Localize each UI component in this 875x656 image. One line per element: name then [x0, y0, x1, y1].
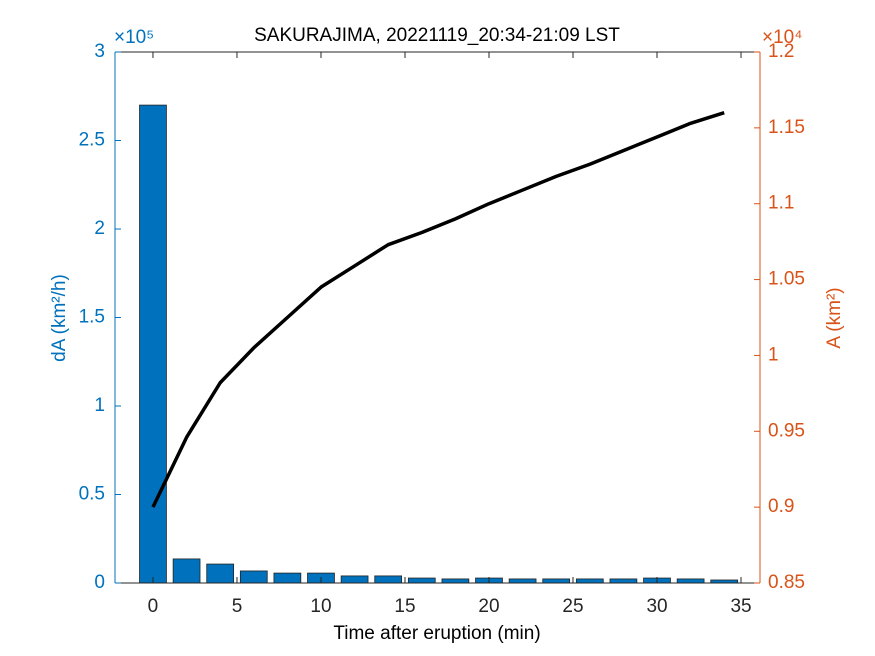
bar	[374, 575, 403, 584]
x-axis-label: Time after eruption (min)	[333, 623, 540, 644]
y-tick-label: 0	[94, 572, 105, 593]
bar	[508, 578, 537, 584]
x-tick-label: 35	[730, 596, 751, 617]
bar	[139, 104, 167, 584]
x-tick-label: 15	[394, 596, 415, 617]
x-tick-label: 0	[148, 596, 159, 617]
bar	[676, 578, 705, 584]
y-tick-label: 2.5	[79, 130, 105, 151]
bar	[441, 578, 470, 584]
y-exponent: ×10⁵	[114, 27, 154, 48]
y2-axis-label: A (km²)	[824, 287, 845, 348]
x-tick-label: 25	[562, 596, 583, 617]
y2-tick-label: 1	[768, 344, 779, 365]
chart-title: SAKURAJIMA, 20221119_20:34-21:09 LST	[254, 25, 620, 46]
y2-tick-label: 1.1	[768, 193, 794, 214]
y2-tick-label: 1.05	[768, 269, 805, 290]
y2-tick-label: 1.15	[768, 117, 805, 138]
y-tick-label: 1.5	[79, 307, 105, 328]
bar	[172, 558, 201, 584]
y-tick-label: 2	[94, 218, 105, 239]
bar	[407, 577, 436, 584]
bar	[239, 570, 268, 584]
y2-tick-label: 0.9	[768, 496, 794, 517]
bar	[273, 572, 302, 584]
x-tick-label: 30	[646, 596, 667, 617]
y-tick-label: 1	[94, 395, 105, 416]
bar	[542, 578, 571, 584]
y-tick-label: 3	[94, 41, 105, 62]
bar	[206, 563, 235, 584]
x-tick-label: 10	[310, 596, 331, 617]
x-tick-label: 5	[232, 596, 243, 617]
y2-tick-label: 0.85	[768, 572, 805, 593]
bar	[340, 575, 369, 584]
bar	[575, 578, 604, 584]
y2-tick-label: 0.95	[768, 420, 805, 441]
y2-exponent: ×10⁴	[762, 27, 802, 48]
bar	[609, 578, 638, 584]
y-tick-label: 0.5	[79, 484, 105, 505]
y-axis-label: dA (km²/h)	[49, 274, 70, 362]
x-tick-label: 20	[478, 596, 499, 617]
y2-tick-label: 1.2	[768, 41, 794, 62]
line	[151, 111, 725, 508]
